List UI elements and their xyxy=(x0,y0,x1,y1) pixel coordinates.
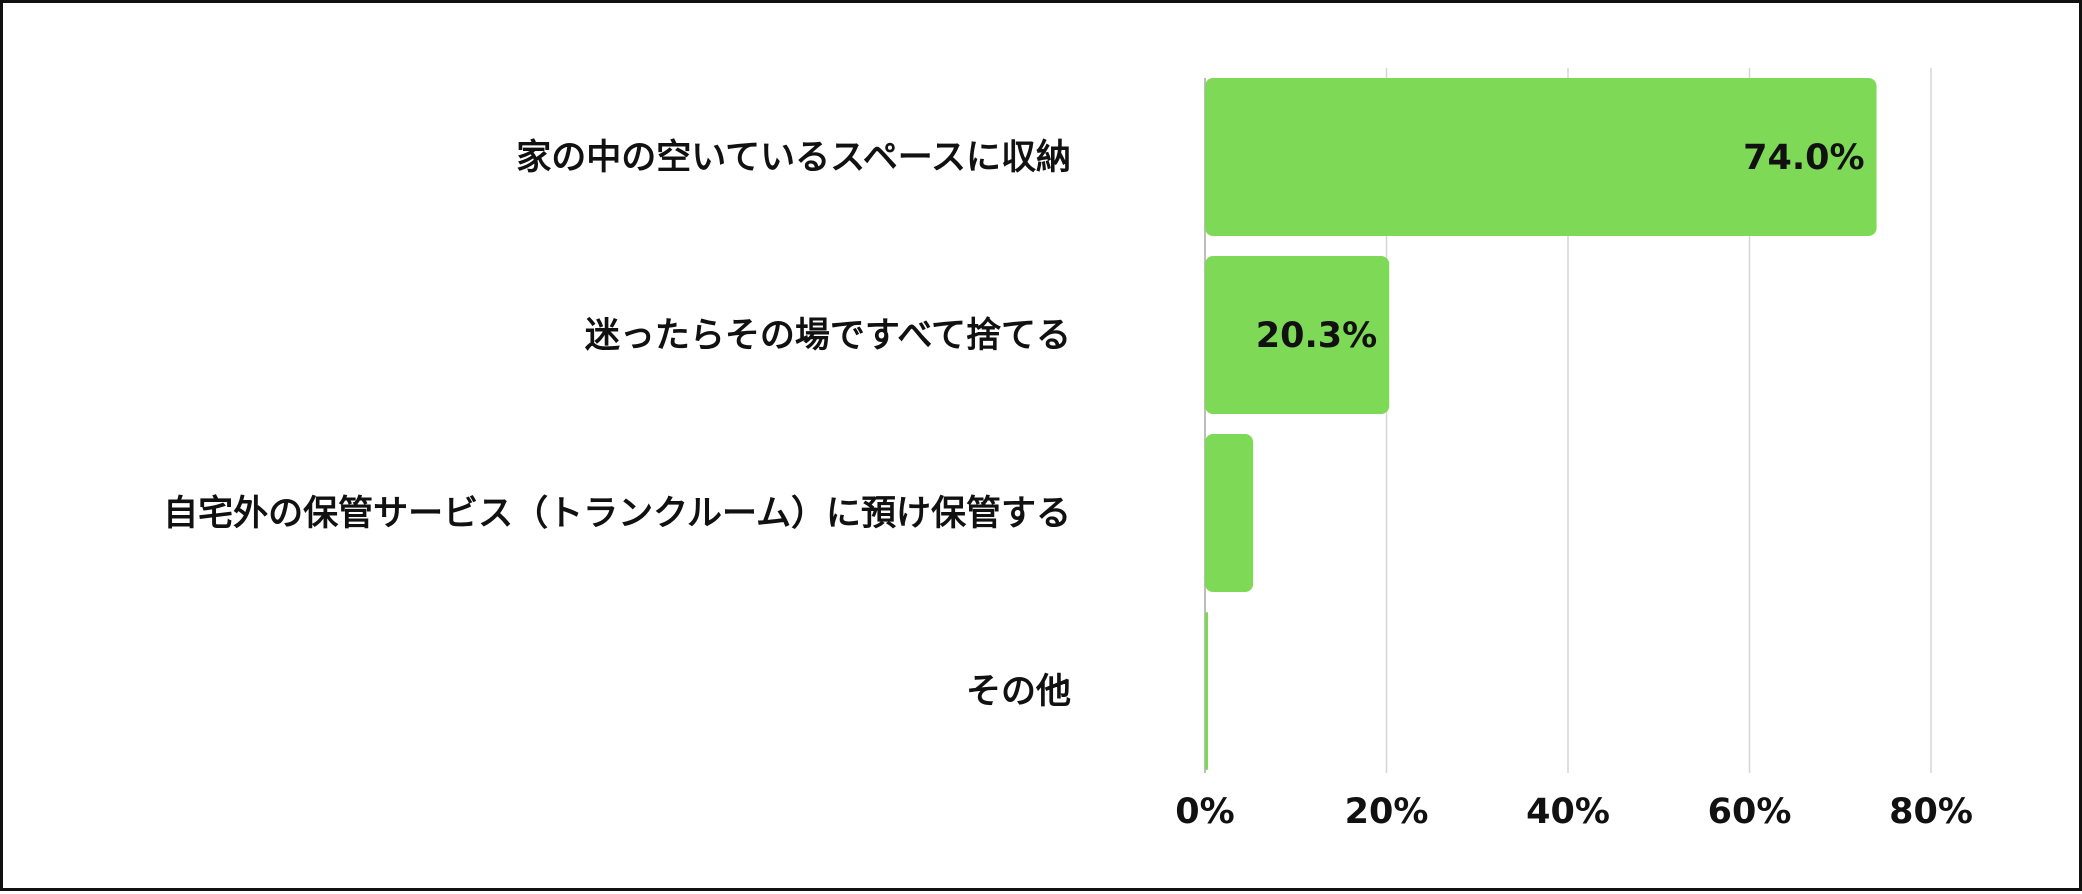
category-labels: 家の中の空いているスペースに収納迷ったらその場ですべて捨てる自宅外の保管サービス… xyxy=(163,138,1071,712)
category-label-1: 迷ったらその場ですべて捨てる xyxy=(585,315,1071,356)
data-label-1: 20.3% xyxy=(1256,316,1377,356)
x-tick-label-40: 40% xyxy=(1526,792,1610,832)
bar-chart: 家の中の空いているスペースに収納迷ったらその場ですべて捨てる自宅外の保管サービス… xyxy=(163,68,1973,832)
x-tick-label-0: 0% xyxy=(1175,792,1234,832)
category-label-2: 自宅外の保管サービス（トランクルーム）に預け保管する xyxy=(163,493,1071,534)
x-tick-label-80: 80% xyxy=(1889,792,1973,832)
category-label-3: その他 xyxy=(966,672,1071,712)
bar-1 xyxy=(1205,256,1390,414)
bar-3 xyxy=(1205,612,1208,770)
data-label-0: 74.0% xyxy=(1743,138,1864,178)
bar-0 xyxy=(1205,78,1877,236)
bar-2 xyxy=(1205,434,1254,592)
category-label-0: 家の中の空いているスペースに収納 xyxy=(516,138,1071,178)
x-tick-label-60: 60% xyxy=(1708,792,1792,832)
data-labels: 74.0% 20.3% xyxy=(1256,138,1865,356)
x-tick-label-20: 20% xyxy=(1345,792,1429,832)
x-axis-ticks: 0% 20% 40% 60% 80% xyxy=(1175,792,1973,832)
bars xyxy=(1205,78,1877,770)
